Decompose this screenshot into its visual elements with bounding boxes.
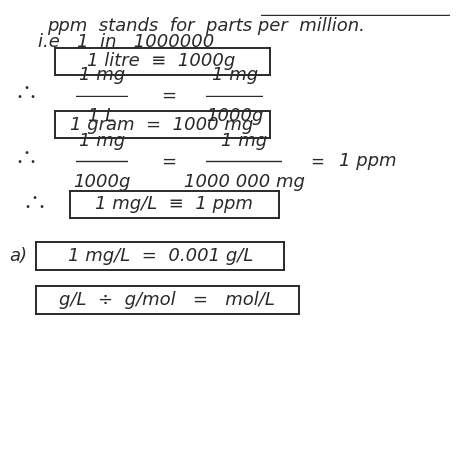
Text: =: = [310, 152, 325, 170]
Text: 1 gram  =  1000 mg: 1 gram = 1000 mg [70, 116, 253, 134]
Text: ppm  stands  for  parts per  million.: ppm stands for parts per million. [47, 17, 365, 35]
Text: ∙: ∙ [24, 202, 30, 212]
Text: 1000 000 mg: 1000 000 mg [183, 173, 305, 191]
Text: ∙: ∙ [30, 92, 36, 102]
Text: 1000g: 1000g [73, 173, 131, 191]
Text: ∙: ∙ [31, 193, 37, 203]
Text: 1 L: 1 L [88, 107, 116, 125]
Text: 1 mg/L  =  0.001 g/L: 1 mg/L = 0.001 g/L [67, 247, 253, 265]
Text: 1 mg: 1 mg [221, 132, 267, 150]
Text: =: = [161, 87, 176, 105]
Text: 1 mg/L  ≡  1 ppm: 1 mg/L ≡ 1 ppm [95, 196, 254, 213]
Text: ∙: ∙ [16, 158, 22, 167]
Text: ∙: ∙ [23, 149, 29, 159]
Text: ∙: ∙ [16, 92, 22, 102]
Text: 1 mg: 1 mg [79, 132, 125, 150]
Text: 1 mg: 1 mg [79, 66, 125, 84]
Text: g/L  ÷  g/mol   =   mol/L: g/L ÷ g/mol = mol/L [59, 291, 275, 309]
Text: 1000g: 1000g [206, 107, 264, 125]
Text: i.e   1  in   1000000: i.e 1 in 1000000 [38, 33, 214, 51]
Text: ∙: ∙ [23, 83, 29, 93]
Text: ∙: ∙ [30, 158, 36, 167]
Text: ∙: ∙ [38, 202, 44, 212]
Text: 1 mg: 1 mg [211, 66, 258, 84]
Text: a): a) [9, 247, 27, 265]
Text: 1 ppm: 1 ppm [339, 152, 396, 170]
Text: 1 litre  ≡  1000g: 1 litre ≡ 1000g [87, 53, 235, 70]
Text: =: = [161, 152, 176, 170]
